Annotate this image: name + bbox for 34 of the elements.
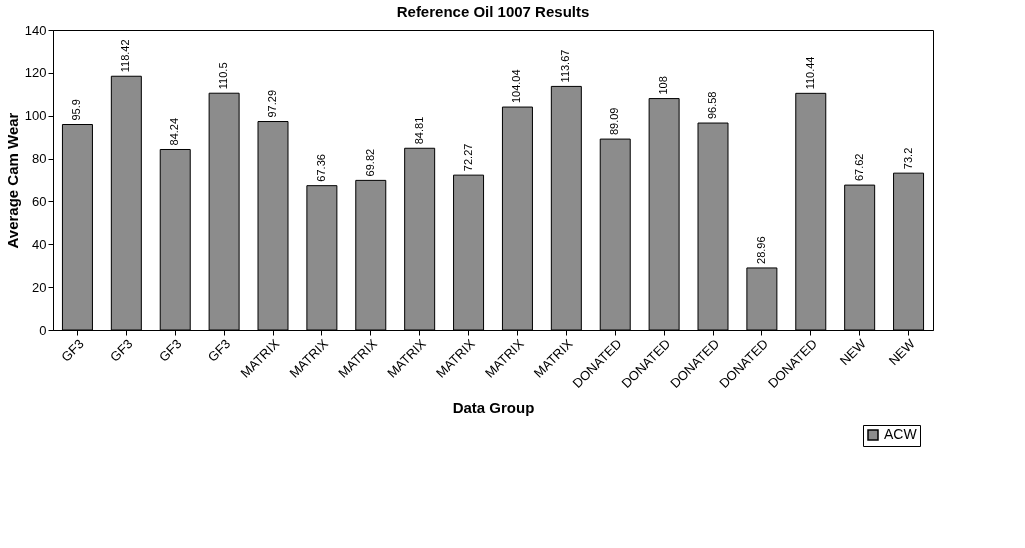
data-label: 67.62 [852, 153, 865, 182]
y-tick-label: 140 [24, 22, 47, 38]
data-label: 97.29 [266, 89, 278, 118]
y-tick-label: 0 [39, 322, 47, 338]
x-tick-label: GF3 [204, 336, 234, 365]
y-tick-label: 60 [32, 193, 47, 209]
data-label: 113.67 [559, 49, 572, 83]
data-label: 84.81 [412, 116, 425, 145]
data-label: 95.9 [70, 99, 83, 121]
data-label: 84.24 [168, 117, 181, 146]
data-label: 118.42 [119, 39, 132, 73]
x-tick-label: GF3 [155, 336, 185, 365]
data-label: 69.82 [363, 148, 376, 177]
y-tick-label: 120 [24, 65, 47, 81]
data-label: 110.44 [803, 56, 816, 90]
data-label: 67.36 [314, 154, 327, 182]
data-label: 108 [657, 76, 670, 95]
x-tick-label: GF3 [58, 336, 87, 365]
x-axis-title: Data Group [452, 398, 535, 416]
data-label: 89.09 [608, 107, 621, 136]
y-axis-title: Average Cam Wear [3, 112, 21, 249]
data-label: 28.96 [754, 236, 767, 264]
data-label: 72.27 [461, 143, 474, 172]
data-label: 110.5 [217, 62, 230, 90]
y-tick-label: 20 [32, 279, 47, 295]
data-label: 104.04 [510, 69, 523, 104]
legend-label: ACW [884, 426, 918, 442]
data-label: 96.58 [706, 91, 718, 120]
y-tick-label: 100 [24, 108, 47, 124]
data-label: 73.2 [901, 147, 914, 170]
x-tick-label: GF3 [107, 336, 136, 365]
y-tick-label: 80 [32, 151, 47, 167]
y-tick-label: 40 [32, 236, 47, 252]
chart-title: Reference Oil 1007 Results [396, 3, 590, 20]
